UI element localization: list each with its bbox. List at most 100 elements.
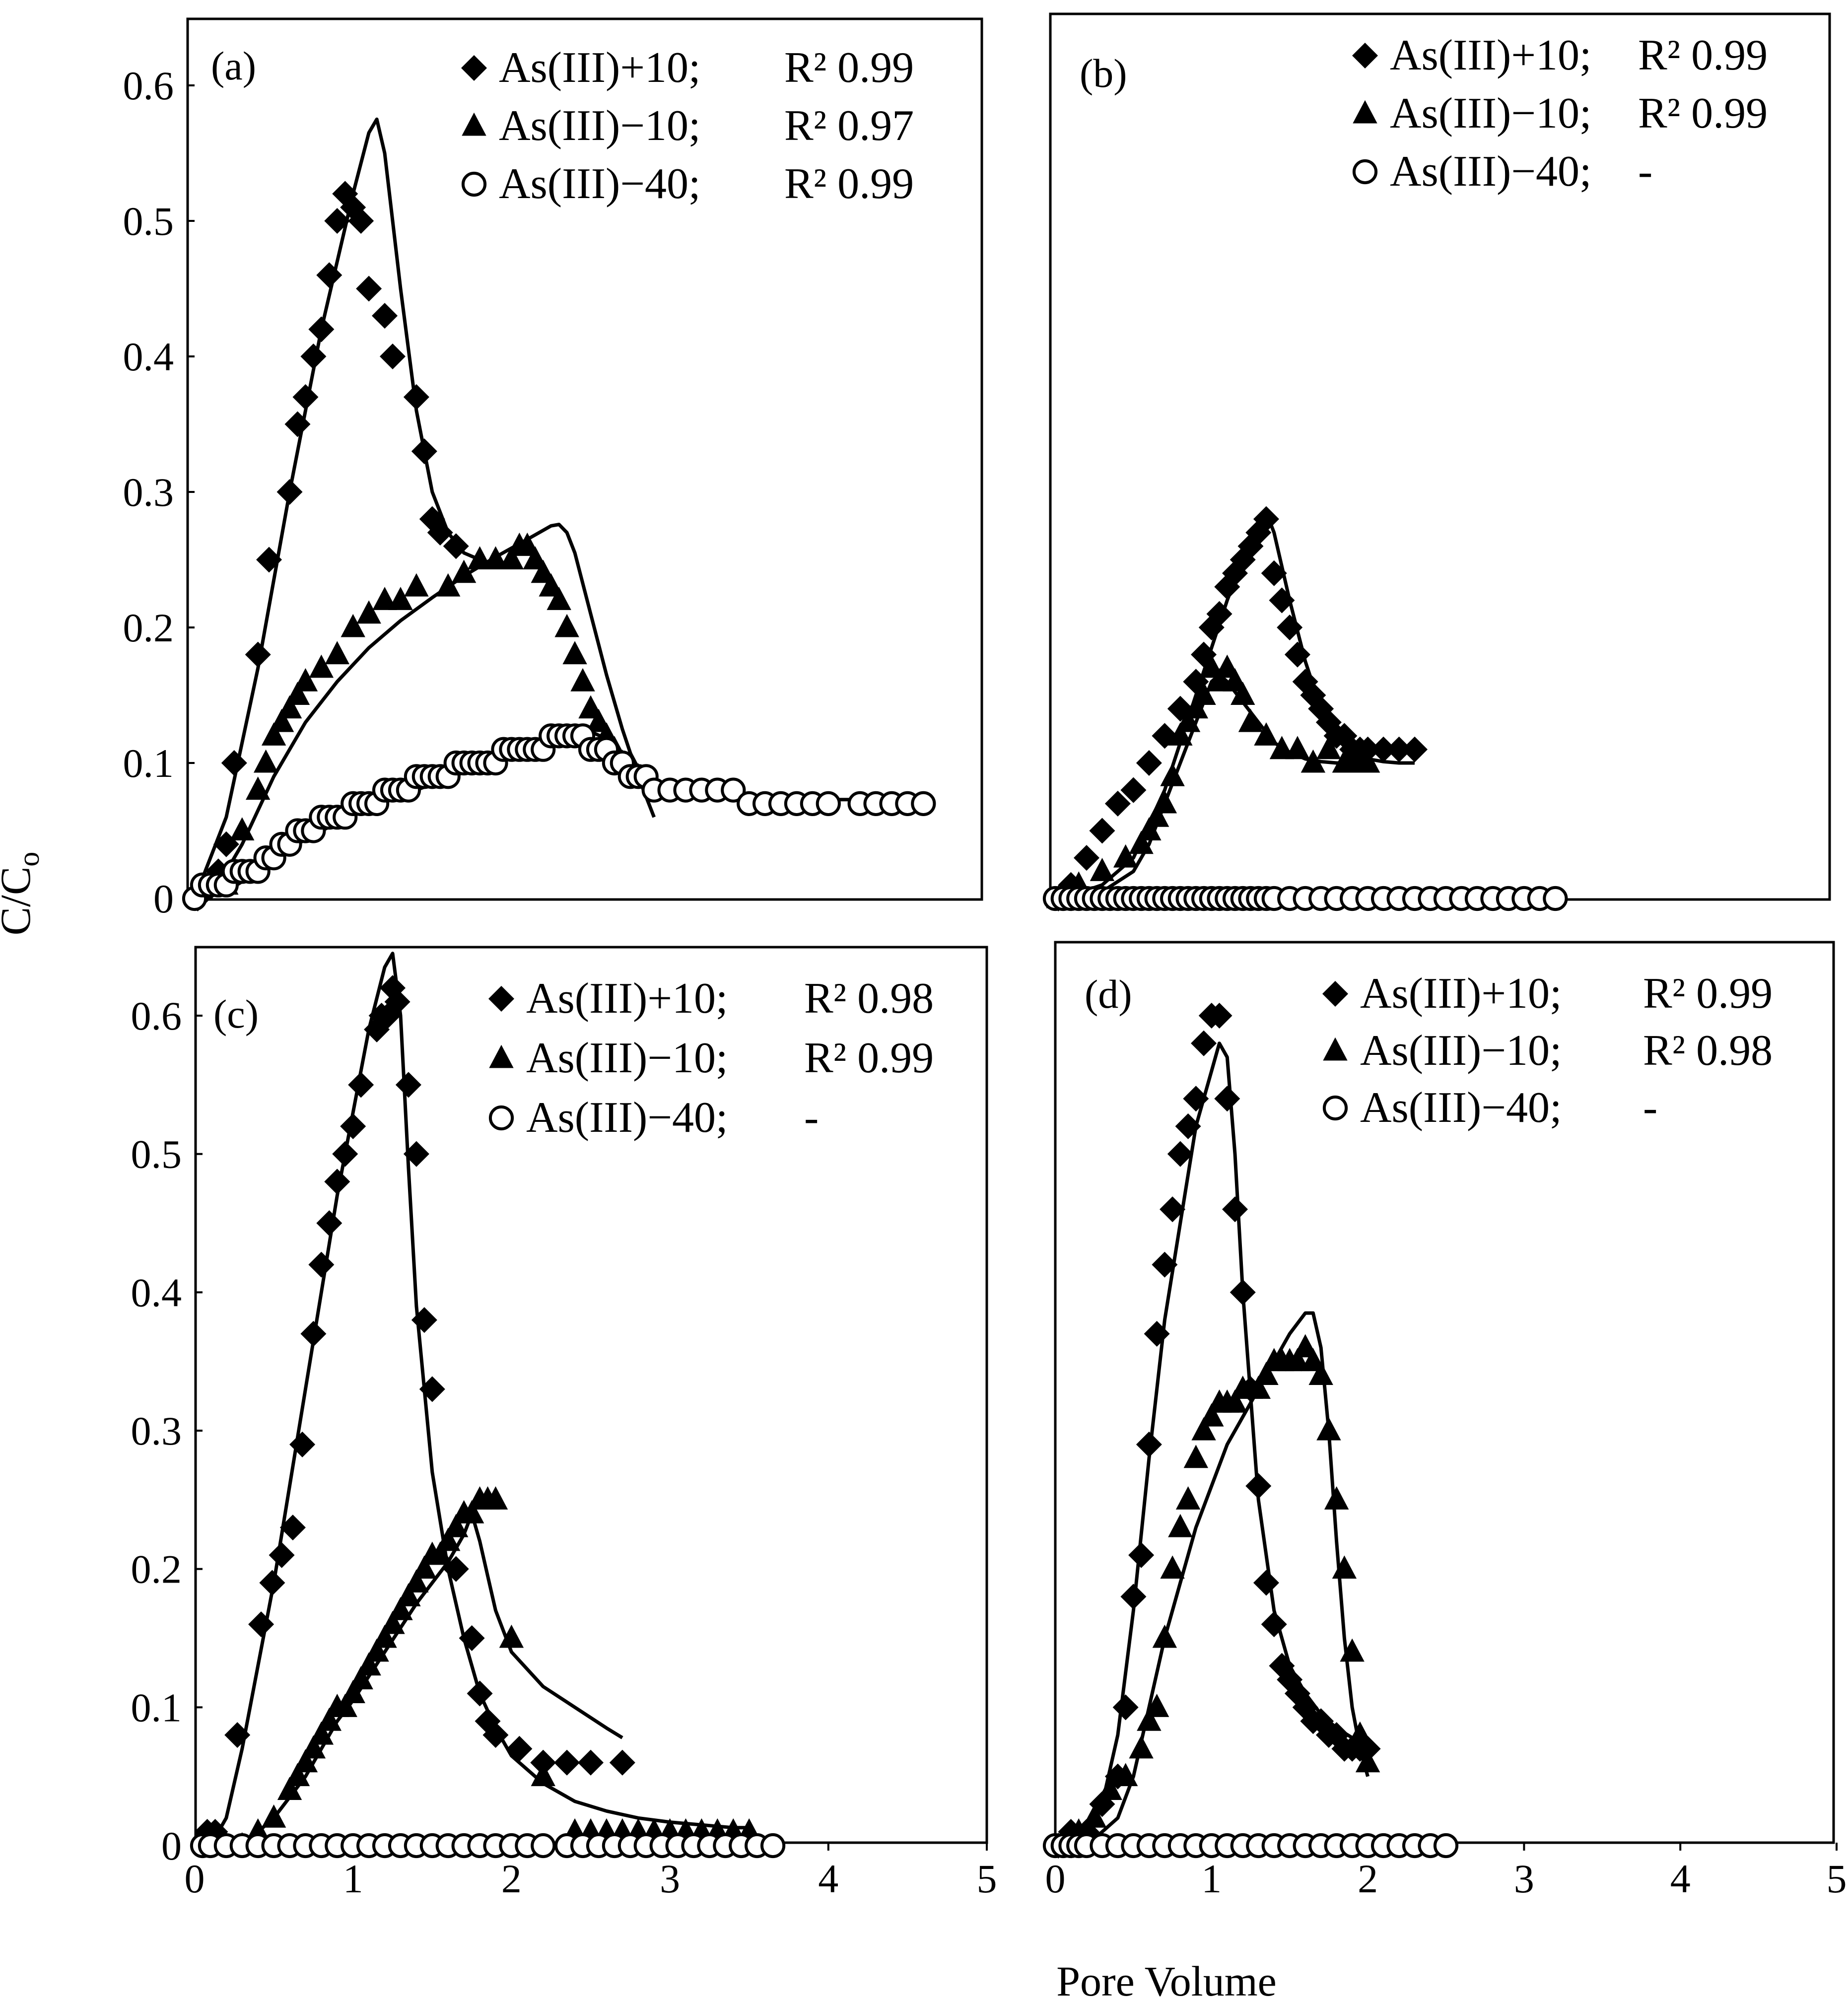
data-point-triangle [309,654,334,678]
data-point-triangle [1207,668,1232,691]
legend-marker-diamond [461,55,487,81]
data-point-triangle [293,668,318,691]
data-point-diamond [443,533,469,559]
data-point-diamond [380,344,406,369]
data-point-triangle [364,1638,389,1662]
data-point-diamond [259,1570,285,1596]
x-tick-label: 4 [818,1856,838,1901]
legend-marker-triangle [489,1044,514,1068]
data-point-diamond [324,1169,350,1195]
panel-label: (b) [1080,51,1127,96]
legend-label: As(III)+10; [1390,31,1591,79]
data-point-triangle [451,559,477,583]
legend-r2: R² 0.99 [804,1034,934,1082]
data-point-triangle [1316,736,1341,760]
y-tick-label: 0 [153,876,174,921]
data-point-diamond [276,479,303,505]
legend-r2: R² 0.98 [804,974,934,1023]
data-point-diamond [289,1431,316,1457]
legend: As(III)+10; R² 0.99 As(III)−10; R² 0.97 As(I… [461,44,914,208]
data-point-triangle [1332,1555,1357,1579]
data-point-circle [721,777,746,803]
data-point-triangle [388,587,413,610]
data-point-diamond [1245,1473,1272,1499]
data-point-triangle [277,1777,302,1800]
data-point-triangle [261,1804,286,1828]
data-point-triangle [388,1596,413,1620]
y-axis-title: C/Co [0,852,45,936]
data-point-diamond [308,1251,335,1278]
y-tick-label: 0.3 [123,470,174,515]
data-point-diamond [1120,1584,1147,1610]
y-tick-label: 0.4 [131,1270,182,1315]
data-point-triangle [1316,1417,1341,1441]
data-point-circle [816,791,841,817]
plot-frame [186,17,983,901]
legend-r2: - [804,1094,819,1142]
data-point-diamond [1167,1141,1193,1167]
data-point-triangle [372,1624,397,1648]
data-point-circle [760,1833,786,1859]
data-point-triangle [1129,1735,1154,1759]
data-point-triangle [1152,1624,1177,1648]
data-series [1042,1833,1459,1859]
data-point-diamond [308,316,335,343]
data-point-triangle [1285,1348,1310,1372]
data-point-diamond [411,438,437,465]
data-point-diamond [1253,506,1279,532]
legend-label: As(III)−10; [1390,89,1591,138]
y-tick-label: 0.4 [123,334,174,379]
data-point-triangle [1355,1749,1380,1773]
data-point-triangle [459,1500,484,1523]
data-point-diamond [1261,1611,1287,1638]
x-tick-label: 4 [1670,1856,1691,1901]
legend-r2: R² 0.99 [1643,969,1773,1018]
data-point-diamond [578,1749,604,1776]
legend-label: As(III)+10; [526,974,728,1023]
data-point-diamond [245,641,271,668]
data-point-diamond [554,1749,580,1776]
data-point-diamond [1206,1003,1232,1029]
x-tick-label: 1 [1201,1856,1222,1901]
data-point-diamond [324,208,350,234]
y-tick-label: 0.3 [131,1408,182,1453]
x-axis-title: Pore Volume [1056,1957,1277,2004]
data-point-diamond [1222,1196,1248,1223]
chart-panel: 0 1 2 3 4 5 (d) As(III)+10; R² 0.99 As(III)−10; R²… [1042,941,1847,1901]
data-point-diamond [221,750,247,776]
legend-r2: - [1643,1084,1657,1132]
data-point-triangle [341,1680,365,1703]
data-point-triangle [396,1583,421,1606]
data-point-diamond [609,1749,635,1776]
data-series [1046,654,1380,908]
legend-label: As(III)−40; [1390,147,1591,196]
data-point-diamond [248,1611,274,1638]
legend-marker-diamond [1322,981,1348,1007]
data-point-triangle [253,749,278,773]
data-point-diamond [348,1072,374,1098]
data-point-triangle [293,1749,318,1773]
legend-marker-circle [1352,159,1378,185]
data-point-triangle [499,1624,524,1648]
data-point-diamond [1175,1113,1201,1139]
data-point-diamond [348,208,374,234]
data-point-diamond [284,411,311,437]
data-point-triangle [333,1694,357,1717]
x-tick-label: 2 [1358,1856,1378,1901]
data-point-triangle [1348,1721,1372,1745]
data-point-triangle [1137,1707,1162,1731]
data-point-triangle [269,708,294,732]
data-point-diamond [340,1113,366,1139]
data-point-diamond [1370,736,1397,762]
data-point-triangle [230,817,255,840]
data-point-diamond [1277,615,1303,640]
data-point-triangle [554,614,579,637]
legend-marker-circle [488,1105,514,1131]
data-point-triangle [309,1721,334,1745]
chart-panel: 0 0.1 0.2 0.3 0.4 0.5 0.6 (a) As(III)+10; R² 0.99… [123,17,983,921]
x-tick-label: 3 [1514,1856,1534,1901]
data-point-triangle [404,1569,429,1593]
data-point-triangle [1191,1417,1216,1441]
data-point-diamond [256,547,282,573]
